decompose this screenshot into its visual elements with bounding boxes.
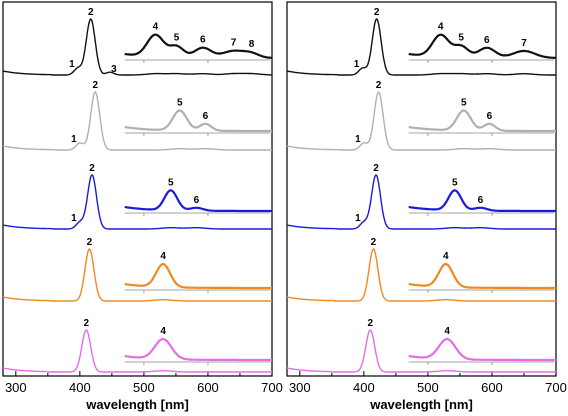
x-tick-label: 700 [545, 380, 567, 395]
x-tick-label: 600 [481, 380, 503, 395]
x-tick-label: 600 [197, 380, 219, 395]
peak-label: 3 [111, 64, 117, 75]
peak-label: 1 [355, 134, 361, 145]
spectrum-line-blue [286, 174, 556, 230]
inset-spectrum-magenta [124, 338, 272, 362]
inset-spectrum-gray [124, 109, 272, 133]
inset-spectrum-blue [408, 189, 556, 213]
peak-label: 2 [371, 237, 377, 248]
inset-peak-label: 5 [168, 177, 174, 188]
spectrum-line-gray [2, 91, 272, 151]
inset-peak-label: 5 [452, 177, 458, 188]
x-tick-label: 500 [133, 380, 155, 395]
x-axis-label: wavelength [nm] [85, 397, 189, 412]
inset-spectrum-black [124, 33, 273, 59]
peak-label: 2 [373, 163, 379, 174]
peak-label: 2 [376, 80, 382, 91]
inset-peak-label: 6 [200, 35, 206, 46]
x-tick-label: 400 [69, 380, 91, 395]
inset-peak-label: 4 [438, 22, 444, 33]
inset-peak-label: 7 [521, 38, 527, 49]
plot-frame [2, 1, 273, 377]
spectrum-line-magenta [2, 329, 272, 373]
spectrum-line-black [286, 18, 556, 76]
inset-spectrum-black [408, 33, 556, 59]
inset-peak-label: 6 [194, 195, 200, 206]
inset-peak-label: 5 [177, 98, 183, 109]
spectrum-line-gray [286, 91, 556, 151]
inset-spectrum-orange [124, 262, 272, 290]
inset-peak-label: 4 [443, 251, 449, 262]
inset-peak-label: 5 [461, 98, 467, 109]
x-tick-label: 300 [289, 380, 311, 395]
spectrum-line-orange [2, 248, 272, 302]
inset-peak-label: 4 [444, 326, 450, 337]
inset-peak-label: 4 [160, 251, 166, 262]
peak-label: 2 [374, 7, 380, 18]
x-tick-label: 300 [5, 380, 27, 395]
peak-label: 1 [354, 59, 360, 70]
x-tick-label: 700 [261, 380, 283, 395]
inset-spectrum-blue [124, 189, 272, 213]
peak-label: 2 [87, 237, 93, 248]
peak-label: 1 [69, 59, 75, 70]
panel-right: 300 400 500 600 700 wavelength [nm] 1 2 4 5 6 7 1 2 5 6… [286, 1, 567, 412]
peak-label: 1 [71, 134, 77, 145]
inset-spectrum-gray [408, 109, 556, 133]
inset-peak-label: 4 [153, 22, 159, 33]
spectrum-line-magenta [286, 329, 556, 373]
inset-spectrum-orange [408, 263, 556, 290]
inset-peak-label: 4 [160, 326, 166, 337]
inset-peak-label: 6 [478, 195, 484, 206]
inset-peak-label: 8 [249, 39, 255, 50]
inset-peak-label: 6 [484, 35, 490, 46]
peak-label: 2 [89, 163, 95, 174]
x-tick-label: 400 [353, 380, 375, 395]
panel-left: 300 400 500 600 700 wavelength [nm] 1 2 3 4 5 6 7 8 1 2… [2, 1, 283, 412]
peak-label: 2 [88, 7, 94, 18]
inset-peak-label: 5 [458, 32, 464, 43]
peak-label: 2 [367, 318, 373, 329]
plot-frame [286, 1, 557, 377]
spectrum-line-orange [286, 248, 556, 302]
spectrum-line-blue [2, 174, 272, 230]
inset-spectrum-magenta [408, 338, 556, 362]
inset-peak-label: 6 [487, 111, 493, 122]
peak-label: 1 [355, 213, 361, 224]
inset-peak-label: 5 [174, 33, 180, 44]
x-tick-label: 500 [417, 380, 439, 395]
peak-label: 2 [83, 318, 89, 329]
spectrum-line-black [2, 18, 272, 76]
inset-peak-label: 6 [203, 111, 209, 122]
peak-label: 1 [71, 213, 77, 224]
x-axis-label: wavelength [nm] [369, 397, 473, 412]
peak-label: 2 [92, 80, 98, 91]
inset-peak-label: 7 [231, 38, 237, 49]
